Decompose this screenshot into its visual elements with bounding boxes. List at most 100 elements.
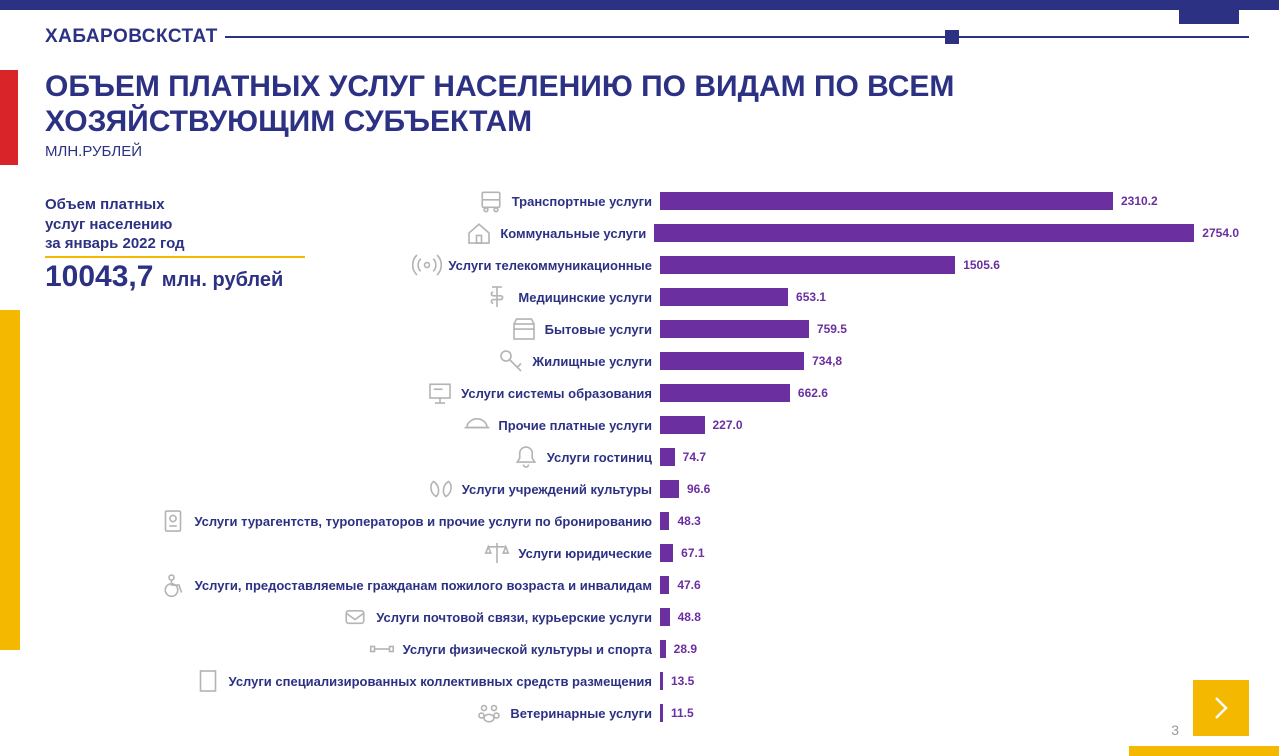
- chart-row-bar-col: 734,8: [660, 352, 1239, 370]
- header-divider: [225, 36, 1249, 38]
- chart-row-label-col: Бытовые услуги: [130, 314, 660, 344]
- chart-bar: [660, 416, 705, 434]
- chart-bar-value: 48.8: [678, 610, 701, 624]
- chart-row-label: Услуги системы образования: [461, 386, 652, 401]
- chart-row-label-col: Услуги системы образования: [130, 378, 660, 408]
- chart-row-bar-col: 759.5: [660, 320, 1239, 338]
- page-subtitle: МЛН.РУБЛЕЙ: [45, 143, 1239, 160]
- chart-row-label: Услуги, предоставляемые гражданам пожило…: [195, 578, 652, 593]
- next-slide-button[interactable]: [1193, 680, 1249, 736]
- chart-bar: [654, 224, 1194, 242]
- top-accent-block: [1179, 0, 1239, 24]
- chart-row-label: Услуги гостиниц: [547, 450, 652, 465]
- chart-bar: [660, 544, 673, 562]
- chart-bar-value: 67.1: [681, 546, 704, 560]
- chart-row-label: Жилищные услуги: [532, 354, 652, 369]
- chart-row-bar-col: 96.6: [660, 480, 1239, 498]
- chart-row: Услуги почтовой связи, курьерские услуги…: [130, 601, 1239, 633]
- brand-label: ХАБАРОВСКСТАТ: [45, 26, 218, 48]
- header-divider-accent: [945, 30, 959, 44]
- chart-bar-value: 734,8: [812, 354, 842, 368]
- chart-row-bar-col: 74.7: [660, 448, 1239, 466]
- chart-bar-value: 2754.0: [1202, 226, 1239, 240]
- chart-row-label: Медицинские услуги: [518, 290, 652, 305]
- chart-row: Услуги, предоставляемые гражданам пожило…: [130, 569, 1239, 601]
- chart-row: Услуги специализированных коллективных с…: [130, 665, 1239, 697]
- chart-row-bar-col: 47.6: [660, 576, 1239, 594]
- chart-bar: [660, 448, 675, 466]
- chart-row: Услуги системы образования 662.6: [130, 377, 1239, 409]
- chart-row-bar-col: 48.3: [660, 512, 1239, 530]
- chart-bar-value: 47.6: [677, 578, 700, 592]
- chart-bar: [660, 576, 669, 594]
- chart-row: Бытовые услуги 759.5: [130, 313, 1239, 345]
- wheelchair-icon: [159, 570, 189, 600]
- chart-row-label-col: Услуги, предоставляемые гражданам пожило…: [130, 570, 660, 600]
- chart-row: Прочие платные услуги 227.0: [130, 409, 1239, 441]
- scales-icon: [482, 538, 512, 568]
- chart-row: Ветеринарные услуги 11.5: [130, 697, 1239, 729]
- chart-bar: [660, 608, 670, 626]
- dumbbell-icon: [367, 634, 397, 664]
- chart-bar: [660, 320, 809, 338]
- chart-row: Жилищные услуги 734,8: [130, 345, 1239, 377]
- chart-row-label-col: Прочие платные услуги: [130, 410, 660, 440]
- chart-row: Коммунальные услуги2754.0: [130, 217, 1239, 249]
- chart-row-bar-col: 227.0: [660, 416, 1239, 434]
- chart-bar-value: 74.7: [683, 450, 706, 464]
- chart-bar-value: 2310.2: [1121, 194, 1158, 208]
- chart-row-label: Услуги почтовой связи, курьерские услуги: [376, 610, 652, 625]
- chart-row-label: Бытовые услуги: [545, 322, 652, 337]
- chart-row-label-col: Жилищные услуги: [130, 346, 660, 376]
- chart-row-label: Прочие платные услуги: [498, 418, 652, 433]
- chart-bar: [660, 384, 790, 402]
- chart-row-label-col: Услуги гостиниц: [130, 442, 660, 472]
- chart-row: Услуги учреждений культуры 96.6: [130, 473, 1239, 505]
- chart-row-label: Ветеринарные услуги: [510, 706, 652, 721]
- chart-row-label: Услуги телекоммуникационные: [448, 258, 652, 273]
- chart-row-label: Услуги учреждений культуры: [462, 482, 652, 497]
- chart-row-label-col: Услуги специализированных коллективных с…: [130, 666, 660, 696]
- chart-row-bar-col: 2310.2: [660, 192, 1239, 210]
- chart-bar-value: 662.6: [798, 386, 828, 400]
- chart-row-label-col: Услуги физической культуры и спорта: [130, 634, 660, 664]
- chart-row-label-col: Медицинские услуги: [130, 282, 660, 312]
- chart-row-bar-col: 13.5: [660, 672, 1239, 690]
- chart-bar-value: 759.5: [817, 322, 847, 336]
- chart-row-bar-col: 1505.6: [660, 256, 1239, 274]
- chevron-right-icon: [1206, 693, 1236, 723]
- bus-icon: [476, 186, 506, 216]
- chart-bar: [660, 512, 669, 530]
- accent-yellow-left: [0, 310, 20, 650]
- mailbox-icon: [340, 602, 370, 632]
- chart-row-label-col: Услуги турагентств, туроператоров и проч…: [130, 506, 660, 536]
- chart-row-label: Транспортные услуги: [512, 194, 652, 209]
- passport-icon: [158, 506, 188, 536]
- chart-row-bar-col: 2754.0: [654, 224, 1239, 242]
- building-icon: [193, 666, 223, 696]
- chart-row-bar-col: 28.9: [660, 640, 1239, 658]
- chart-row-bar-col: 48.8: [660, 608, 1239, 626]
- chart-row-label-col: Услуги учреждений культуры: [130, 474, 660, 504]
- chart-row-label: Услуги физической культуры и спорта: [403, 642, 652, 657]
- chart-row-bar-col: 653.1: [660, 288, 1239, 306]
- chart-row-label-col: Услуги юридические: [130, 538, 660, 568]
- chart-row-bar-col: 11.5: [660, 704, 1239, 722]
- chart-row: Услуги телекоммуникационные 1505.6: [130, 249, 1239, 281]
- chart-bar: [660, 704, 663, 722]
- chart-row-label: Услуги юридические: [518, 546, 652, 561]
- page-title: ОБЪЕМ ПЛАТНЫХ УСЛУГ НАСЕЛЕНИЮ ПО ВИДАМ П…: [45, 70, 1239, 139]
- bell-icon: [511, 442, 541, 472]
- chart-row: Услуги турагентств, туроператоров и проч…: [130, 505, 1239, 537]
- chart-bar-value: 13.5: [671, 674, 694, 688]
- chart-bar: [660, 288, 788, 306]
- accent-yellow-bottom: [1129, 746, 1279, 756]
- chart-bar: [660, 480, 679, 498]
- services-bar-chart: Транспортные услуги 2310.2 Коммунальные ус…: [130, 185, 1239, 729]
- chart-row-label-col: Транспортные услуги: [130, 186, 660, 216]
- chart-row-label: Услуги турагентств, туроператоров и проч…: [194, 514, 652, 529]
- chart-bar: [660, 672, 663, 690]
- chart-bar: [660, 352, 804, 370]
- accent-red-block: [0, 70, 18, 165]
- chart-row: Услуги юридические 67.1: [130, 537, 1239, 569]
